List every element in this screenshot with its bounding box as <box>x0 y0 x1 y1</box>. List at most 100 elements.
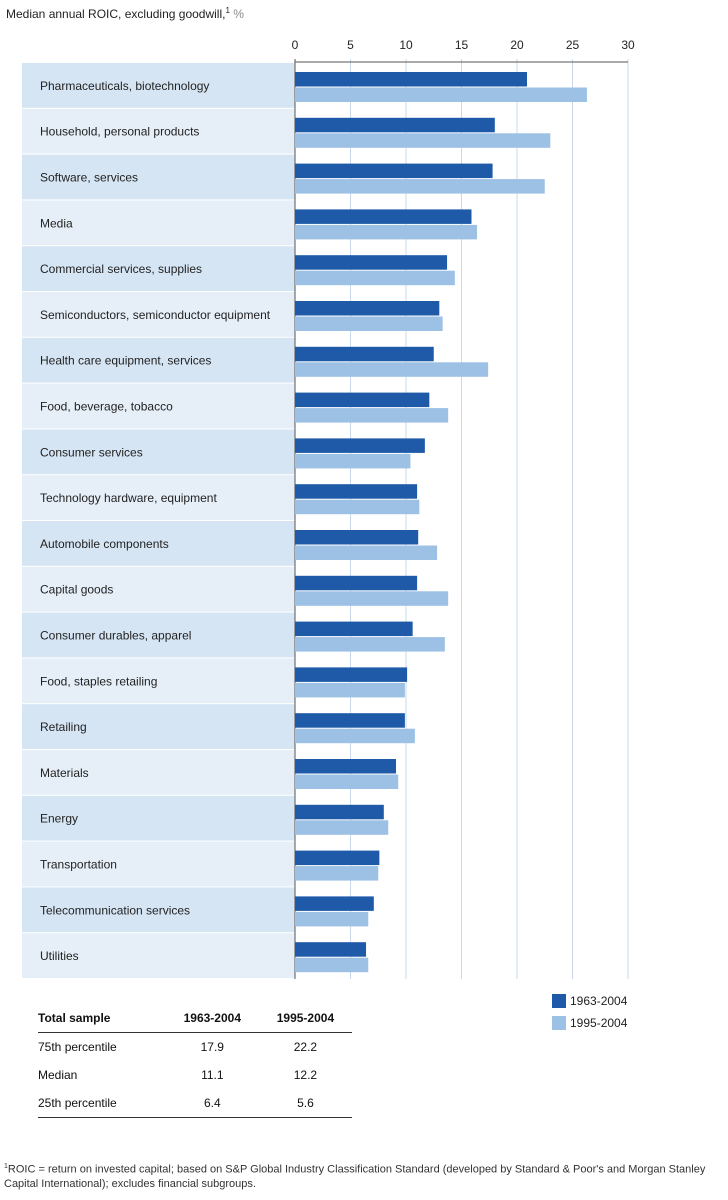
bar-1963-2004 <box>295 392 430 408</box>
bar-1995-2004 <box>295 637 445 652</box>
legend-label-1995-2004: 1995-2004 <box>570 1016 628 1030</box>
bar-1963-2004 <box>295 850 380 866</box>
bar-1963-2004 <box>295 759 397 774</box>
bar-1963-2004 <box>295 117 495 133</box>
category-label: Health care equipment, services <box>40 354 211 368</box>
category-band <box>22 933 295 978</box>
bar-1995-2004 <box>295 911 369 927</box>
bar-1963-2004 <box>295 438 425 453</box>
x-tick-label: 10 <box>399 38 413 52</box>
title-footnote-mark: 1 <box>225 6 230 15</box>
category-label: Software, services <box>40 171 138 185</box>
legend-swatch-1963-2004 <box>552 994 566 1008</box>
summary-row-median: Median 11.1 12.2 <box>38 1061 352 1089</box>
x-tick-label: 5 <box>347 38 354 52</box>
bar-1995-2004 <box>295 728 415 744</box>
category-label: Technology hardware, equipment <box>40 491 217 505</box>
bar-1995-2004 <box>295 499 420 515</box>
category-band <box>22 521 295 566</box>
category-label: Transportation <box>40 858 117 872</box>
category-label: Telecommunication services <box>40 903 190 917</box>
title-unit: % <box>233 7 244 21</box>
summary-row-25th: 25th percentile 6.4 5.6 <box>38 1089 352 1118</box>
x-tick-label: 30 <box>621 38 635 52</box>
bar-1995-2004 <box>295 224 478 240</box>
bar-1995-2004 <box>295 774 399 789</box>
x-tick-label: 25 <box>566 38 580 52</box>
category-label: Consumer services <box>40 445 143 459</box>
summary-header-1995-2004: 1995-2004 <box>258 1004 352 1033</box>
category-band <box>22 475 295 520</box>
bar-1995-2004 <box>295 957 369 973</box>
category-band <box>22 750 295 795</box>
x-tick-label: 20 <box>510 38 524 52</box>
bar-1995-2004 <box>295 591 449 606</box>
bar-1963-2004 <box>295 346 434 362</box>
category-band <box>22 841 295 887</box>
summary-row-75th: 75th percentile 17.9 22.2 <box>38 1033 352 1062</box>
bar-1963-2004 <box>295 713 405 728</box>
category-band <box>22 566 295 612</box>
bar-1995-2004 <box>295 453 411 469</box>
footnote-text: ROIC = return on invested capital; based… <box>4 1163 706 1190</box>
category-label: Energy <box>40 812 78 826</box>
bar-1995-2004 <box>295 270 455 286</box>
summary-value: 11.1 <box>201 1068 224 1082</box>
summary-value: 22.2 <box>293 1040 318 1054</box>
bar-1995-2004 <box>295 133 551 148</box>
category-label: Consumer durables, apparel <box>40 629 191 643</box>
bar-1995-2004 <box>295 362 489 377</box>
x-tick-label: 15 <box>455 38 469 52</box>
bar-1963-2004 <box>295 255 448 270</box>
category-band <box>22 63 295 108</box>
legend-label-1963-2004: 1963-2004 <box>570 994 628 1008</box>
category-label: Capital goods <box>40 583 113 597</box>
bar-1963-2004 <box>295 530 419 545</box>
category-band <box>22 704 295 749</box>
footnote: 1ROIC = return on invested capital; base… <box>4 1160 724 1191</box>
category-band <box>22 246 295 291</box>
bar-1963-2004 <box>295 163 493 179</box>
bar-1995-2004 <box>295 408 449 423</box>
category-label: Food, beverage, tobacco <box>40 400 173 414</box>
footnote-mark: 1 <box>4 1163 8 1170</box>
summary-row-label: 75th percentile <box>38 1040 117 1054</box>
legend-item-1995-2004: 1995-2004 <box>552 1012 627 1034</box>
bar-1963-2004 <box>295 667 408 682</box>
summary-row-label: 25th percentile <box>38 1089 166 1118</box>
legend-item-1963-2004: 1963-2004 <box>552 990 627 1012</box>
category-band <box>22 658 295 704</box>
category-band <box>22 154 295 200</box>
bar-1963-2004 <box>295 72 527 87</box>
summary-value: 6.4 <box>165 1089 259 1118</box>
category-band <box>22 795 295 841</box>
summary-header-label: Total sample <box>38 1004 166 1033</box>
legend: 1963-2004 1995-2004 <box>552 990 627 1034</box>
summary-header-1963-2004: 1963-2004 <box>165 1004 259 1033</box>
category-band <box>22 200 295 246</box>
bar-1963-2004 <box>295 209 472 224</box>
bar-1963-2004 <box>295 575 418 591</box>
bar-1995-2004 <box>295 87 587 102</box>
summary-value: 5.6 <box>258 1089 352 1118</box>
summary-table: Total sample 1963-2004 1995-2004 75th pe… <box>38 1004 352 1118</box>
category-label: Materials <box>40 766 89 780</box>
category-label: Media <box>40 216 73 230</box>
category-band <box>22 383 295 429</box>
category-label: Food, staples retailing <box>40 674 157 688</box>
category-band <box>22 887 295 933</box>
category-band <box>22 108 295 154</box>
bar-1995-2004 <box>295 820 389 835</box>
bar-1963-2004 <box>295 301 440 316</box>
category-label: Automobile components <box>40 537 169 551</box>
category-band <box>22 429 295 475</box>
bar-1963-2004 <box>295 804 384 820</box>
category-label: Semiconductors, semiconductor equipment <box>40 308 271 322</box>
bar-1995-2004 <box>295 316 443 331</box>
category-band <box>22 612 295 658</box>
bar-chart: 0 5 10 15 20 25 30 Pharmaceuticals, biotechnolo… <box>22 38 635 979</box>
bar-1963-2004 <box>295 942 367 957</box>
summary-value: 12.2 <box>293 1068 318 1082</box>
bar-1995-2004 <box>295 866 379 881</box>
category-label: Utilities <box>40 949 79 963</box>
